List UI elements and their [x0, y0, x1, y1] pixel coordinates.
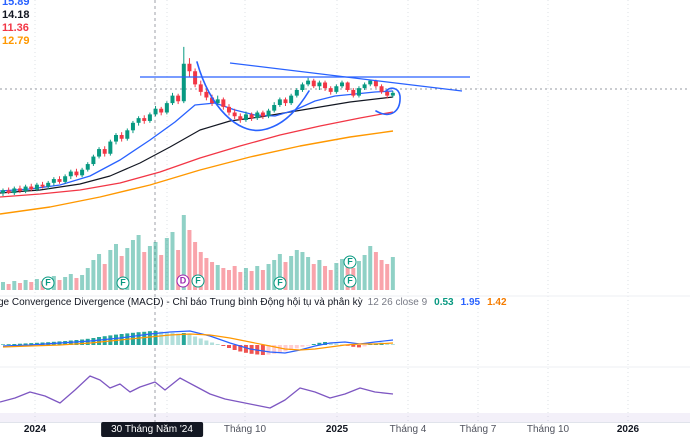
macd-indicator-legend[interactable]: ge Convergence Divergence (MACD) - Chỉ b…	[0, 297, 507, 308]
ma-value-3: 12.79	[2, 35, 30, 47]
time-axis-label: Tháng 10	[526, 424, 570, 435]
ma-orange-slow	[0, 130, 394, 215]
ma-value-2: 11.36	[2, 22, 29, 34]
macd-line	[2, 330, 394, 354]
ma-value-1: 14.18	[2, 9, 30, 21]
ma-red	[0, 111, 394, 198]
descending-trendline	[229, 62, 463, 92]
time-axis[interactable]: 30 Tháng Năm '24 2024 Tháng 10 2025 Tháng 4…	[0, 422, 690, 437]
financial-report-marker[interactable]: F	[343, 274, 357, 288]
macd-value-2: 1.42	[487, 297, 507, 308]
macd-pane	[1, 330, 395, 355]
ma-legend: 15.89 14.18 11.36 12.79	[2, 0, 30, 48]
ma-value-0: 15.89	[2, 0, 30, 8]
trendline-drawings	[140, 61, 470, 132]
time-axis-label: 2024	[23, 424, 47, 435]
macd-params: 12 26 close 9	[367, 297, 428, 308]
oscillator-line	[0, 375, 394, 409]
arrow-curve-drawing	[375, 87, 401, 116]
financial-report-marker[interactable]: F	[191, 274, 205, 288]
macd-title: ge Convergence Divergence (MACD) - Chỉ b…	[0, 297, 363, 308]
ma-blue-fast	[0, 90, 394, 192]
crosshair-and-price-line	[0, 0, 690, 423]
macd-value-1: 1.95	[460, 297, 481, 308]
dividend-marker[interactable]: D	[176, 274, 190, 288]
moving-averages	[0, 90, 394, 215]
financial-report-marker[interactable]: F	[116, 276, 130, 290]
date-tooltip: 30 Tháng Năm '24	[101, 422, 203, 437]
arc-drawing	[196, 61, 310, 132]
grid	[0, 0, 690, 423]
time-axis-label: Tháng 10	[223, 424, 267, 435]
macd-value-0: 0.53	[434, 297, 454, 308]
financial-report-marker[interactable]: F	[273, 276, 287, 290]
ma-black	[0, 96, 394, 194]
time-axis-label: 2025	[325, 424, 349, 435]
time-axis-label: Tháng 4	[389, 424, 427, 435]
macd-signal-line	[2, 333, 394, 351]
macd-values: 0.53 1.95 1.42	[427, 297, 506, 308]
time-axis-label: Tháng 7	[459, 424, 497, 435]
financial-report-marker[interactable]: F	[343, 255, 357, 269]
candles	[1, 46, 395, 196]
financial-report-marker[interactable]: F	[41, 276, 55, 290]
time-axis-label: 2026	[616, 424, 640, 435]
